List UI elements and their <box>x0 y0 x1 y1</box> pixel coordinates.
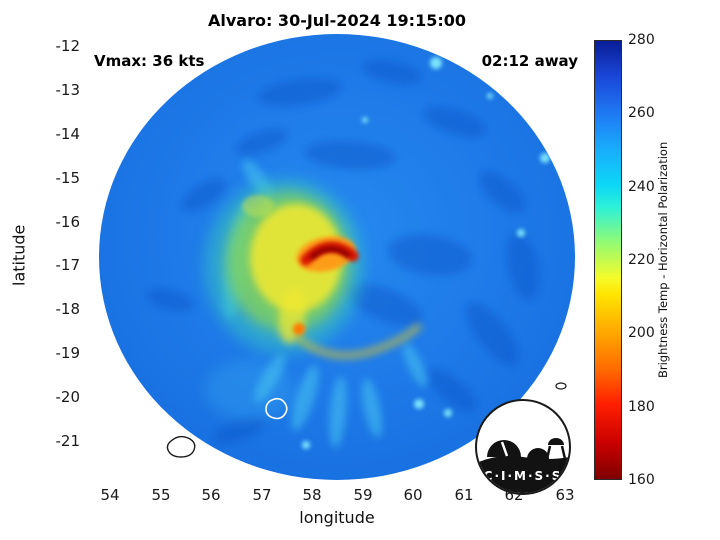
dome-slit <box>500 441 509 457</box>
y-tick-label: -21 <box>55 432 81 450</box>
colorbar <box>594 40 622 480</box>
swath-disk <box>99 34 575 480</box>
y-tick-label: -16 <box>55 213 81 231</box>
colorbar-tick-label: 260 <box>628 105 655 121</box>
cimss-logo: C·I·M·S·S <box>475 399 571 495</box>
small-dome-icon <box>527 448 549 459</box>
dark-red-core <box>309 246 351 260</box>
colorbar-tick-label: 180 <box>628 399 655 415</box>
orange-cell <box>293 323 305 335</box>
logo-ground <box>477 455 569 493</box>
y-tick-label: -17 <box>55 256 81 274</box>
y-tick-label: -20 <box>55 388 81 406</box>
x-tick-label: 63 <box>555 486 575 504</box>
island-contour-rodrigues <box>555 382 567 390</box>
y-axis-label: latitude <box>9 224 29 286</box>
x-axis-label: longitude <box>299 508 375 527</box>
cimss-logo-text: C·I·M·S·S <box>484 469 563 483</box>
x-tick-label: 54 <box>100 486 120 504</box>
x-tick-label: 62 <box>504 486 524 504</box>
y-tick-label: -13 <box>55 81 81 99</box>
colorbar-tick-label: 200 <box>628 325 655 341</box>
colorbar-tick-label: 280 <box>628 32 655 48</box>
y-tick-label: -14 <box>55 125 81 143</box>
x-tick-label: 56 <box>201 486 221 504</box>
x-tick-label: 55 <box>151 486 171 504</box>
curved-band-southeast <box>294 323 422 359</box>
island-contour-reunion <box>166 435 196 458</box>
colorbar-tick-label: 160 <box>628 472 655 488</box>
bright-cyan-specks <box>302 57 550 449</box>
x-tick-label: 58 <box>302 486 322 504</box>
x-tick-label: 60 <box>403 486 423 504</box>
x-tick-label: 59 <box>353 486 373 504</box>
vmax-annotation: Vmax: 36 kts <box>94 52 205 70</box>
eta-annotation: 02:12 away <box>481 52 578 70</box>
x-tick-label: 57 <box>252 486 272 504</box>
dark-blue-mottling <box>146 59 540 444</box>
colorbar-tick-label: 220 <box>628 252 655 268</box>
water-tower-icon <box>548 438 564 445</box>
y-tick-label: -18 <box>55 300 81 318</box>
y-tick-label: -12 <box>55 37 81 55</box>
lime-patch <box>242 195 274 217</box>
yellow-convective-shield <box>250 204 342 312</box>
x-tick-label: 61 <box>454 486 474 504</box>
y-tick-label: -15 <box>55 169 81 187</box>
y-tick-label: -19 <box>55 344 81 362</box>
colorbar-axis-label: Brightness Temp - Horizontal Polarizatio… <box>656 141 670 379</box>
colorbar-tick-label: 240 <box>628 179 655 195</box>
island-contour-mauritius <box>265 397 288 420</box>
plot-title: Alvaro: 30-Jul-2024 19:15:00 <box>207 11 466 30</box>
